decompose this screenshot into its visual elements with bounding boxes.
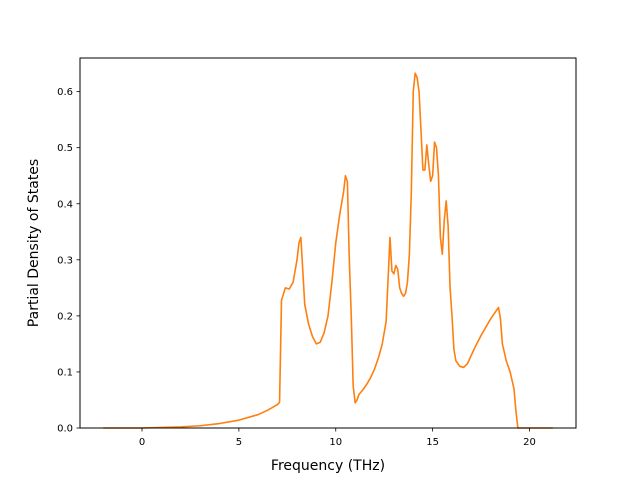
y-tick-label: 0.2 (57, 311, 73, 322)
x-tick-label: 10 (329, 437, 342, 448)
series-line-0 (103, 72, 553, 429)
x-axis-ticks: 0 5 10 15 20 (139, 428, 536, 448)
series-layer (103, 72, 553, 429)
x-axis-label: Frequency (THz) (271, 458, 385, 474)
y-tick-label: 0.5 (57, 143, 73, 154)
x-tick-label: 15 (426, 437, 439, 448)
x-tick-label: 0 (139, 437, 145, 448)
y-tick-label: 0.4 (57, 199, 73, 210)
x-tick-label: 20 (523, 437, 536, 448)
y-axis-ticks: 0.0 0.1 0.2 0.3 0.4 0.5 0.6 (57, 87, 80, 435)
y-tick-label: 0.0 (57, 424, 73, 435)
y-tick-label: 0.1 (57, 367, 73, 378)
x-tick-label: 5 (236, 437, 242, 448)
plot-frame (79, 57, 577, 429)
y-tick-label: 0.6 (57, 87, 73, 98)
y-axis-label: Partial Density of States (26, 159, 42, 327)
plot-area (80, 58, 576, 428)
y-tick-label: 0.3 (57, 255, 73, 266)
